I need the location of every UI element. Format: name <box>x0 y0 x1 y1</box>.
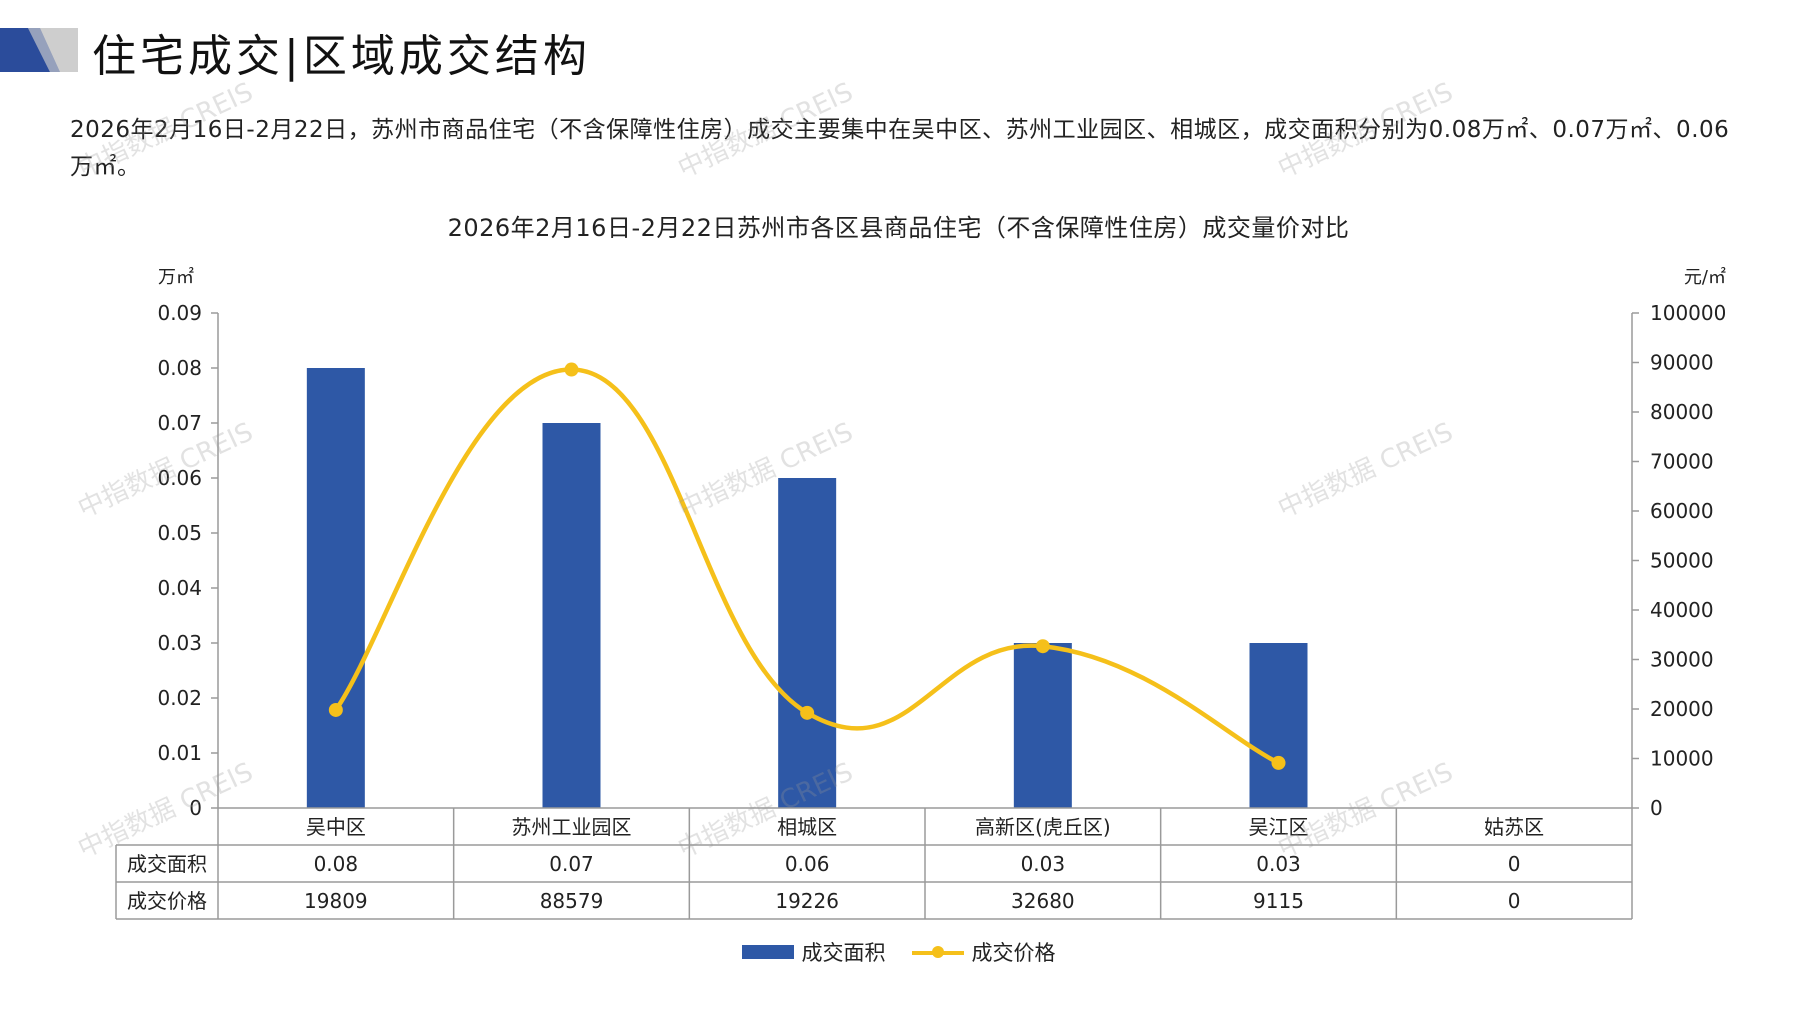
table-cell-price: 88579 <box>540 889 604 913</box>
left-tick-label: 0.07 <box>157 411 202 435</box>
legend-item-price[interactable]: 成交价格 <box>911 937 1056 967</box>
left-tick-label: 0.01 <box>157 741 202 765</box>
bar <box>1013 643 1072 808</box>
right-tick-label: 60000 <box>1650 499 1714 523</box>
right-tick-label: 50000 <box>1650 549 1714 573</box>
table-cell-price: 9115 <box>1253 889 1304 913</box>
logo-shape-mid <box>28 28 60 72</box>
right-tick-label: 20000 <box>1650 697 1714 721</box>
price-line <box>333 367 1281 766</box>
table-cell-area: 0.07 <box>549 852 594 876</box>
table-cell-area: 0.03 <box>1021 852 1066 876</box>
table-cell-area: 0.08 <box>314 852 359 876</box>
price-point <box>800 705 815 720</box>
legend-bar-swatch <box>741 945 794 959</box>
price-point <box>1271 755 1286 770</box>
right-tick-label: 10000 <box>1650 747 1714 771</box>
left-tick-label: 0 <box>189 796 202 820</box>
table-cell-area: 0.03 <box>1256 852 1301 876</box>
right-tick-label: 80000 <box>1650 400 1714 424</box>
chart-title: 2026年2月16日-2月22日苏州市各区县商品住宅（不含保障性住房）成交量价对… <box>447 214 1350 242</box>
left-tick-label: 0.02 <box>157 686 202 710</box>
right-tick-label: 40000 <box>1650 598 1714 622</box>
legend-label-price: 成交价格 <box>971 941 1056 965</box>
right-tick-label: 30000 <box>1650 648 1714 672</box>
legend-item-area[interactable]: 成交面积 <box>741 937 886 967</box>
left-tick-label: 0.05 <box>157 521 202 545</box>
table-cell-price: 0 <box>1508 889 1521 913</box>
legend-line-swatch <box>911 945 964 959</box>
table-row-header: 成交价格 <box>127 889 207 913</box>
table-cell-price: 32680 <box>1011 889 1075 913</box>
category-label: 高新区(虎丘区) <box>975 815 1111 839</box>
price-point <box>328 702 343 717</box>
legend-label-area: 成交面积 <box>801 941 886 965</box>
table-row-header: 成交面积 <box>127 852 207 876</box>
right-axis-unit: 元/㎡ <box>1684 266 1726 288</box>
table-cell-area: 0 <box>1508 852 1521 876</box>
bar <box>778 478 837 808</box>
bar <box>306 368 365 808</box>
price-point <box>564 362 579 377</box>
left-axis-unit: 万㎡ <box>158 266 194 288</box>
left-tick-label: 0.04 <box>157 576 202 600</box>
left-tick-label: 0.08 <box>157 356 202 380</box>
category-label: 相城区 <box>777 815 837 839</box>
left-tick-label: 0.09 <box>157 301 202 325</box>
table-cell-area: 0.06 <box>785 852 830 876</box>
chart-legend: 成交面积 成交价格 <box>0 937 1797 967</box>
left-tick-label: 0.06 <box>157 466 202 490</box>
price-point <box>1035 639 1050 654</box>
category-label: 姑苏区 <box>1484 815 1544 839</box>
header-logo <box>0 28 78 72</box>
category-label: 苏州工业园区 <box>512 815 632 839</box>
summary-text: 2026年2月16日-2月22日，苏州市商品住宅（不含保障性住房）成交主要集中在… <box>70 117 1730 180</box>
page-title: 住宅成交|区域成交结构 <box>92 31 591 82</box>
right-tick-label: 0 <box>1650 796 1663 820</box>
category-label: 吴中区 <box>306 815 366 839</box>
category-label: 吴江区 <box>1249 815 1309 839</box>
bar <box>1249 643 1308 808</box>
bar <box>542 423 601 808</box>
right-tick-label: 70000 <box>1650 450 1714 474</box>
right-tick-label: 90000 <box>1650 351 1714 375</box>
left-tick-label: 0.03 <box>157 631 202 655</box>
table-cell-price: 19809 <box>304 889 368 913</box>
table-cell-price: 19226 <box>775 889 839 913</box>
right-tick-label: 100000 <box>1650 301 1726 325</box>
